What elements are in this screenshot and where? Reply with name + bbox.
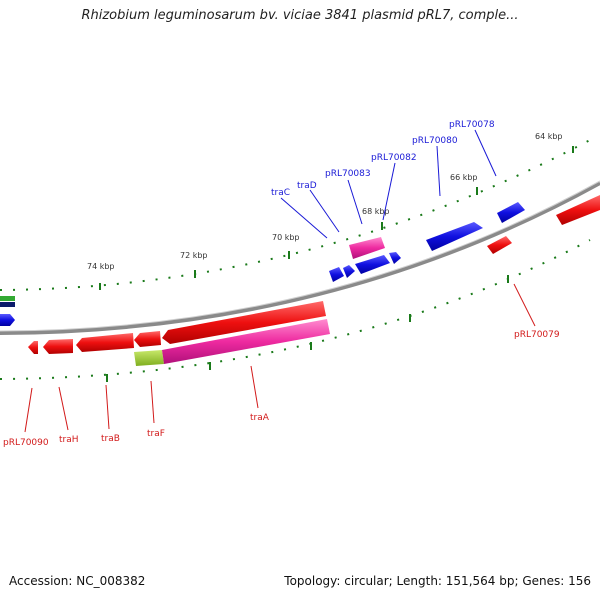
leader-traB xyxy=(105,384,110,430)
gene-label-pRL70080[interactable]: pRL70080 xyxy=(412,136,458,146)
leader-traD xyxy=(309,189,340,233)
leader-traC xyxy=(280,197,328,239)
gene-pink-small[interactable] xyxy=(349,237,385,259)
inner-scale-ring xyxy=(0,239,591,382)
gene-traA[interactable] xyxy=(162,319,330,364)
top-leader-lines xyxy=(280,129,497,239)
bottom-leader-lines xyxy=(24,283,536,433)
tick-label: 68 kbp xyxy=(362,207,390,216)
tick-label: 66 kbp xyxy=(450,173,478,182)
leader-traH xyxy=(58,386,69,431)
gene-label-traA[interactable]: traA xyxy=(250,413,270,423)
tick-label: 72 kbp xyxy=(180,251,208,260)
gene-pRL70083-blue[interactable] xyxy=(355,255,390,274)
leader-pRL70078 xyxy=(474,129,497,177)
leader-traA xyxy=(250,365,259,409)
leader-pRL70082 xyxy=(382,162,396,221)
inner-dotted-arc xyxy=(0,239,591,380)
left-edge-dark-feature xyxy=(0,302,15,307)
gene-label-traB[interactable]: traB xyxy=(101,434,120,444)
gene-label-pRL70090[interactable]: pRL70090 xyxy=(3,438,49,448)
gene-right-edge-red[interactable] xyxy=(556,195,600,225)
topology-summary: Topology: circular; Length: 151,564 bp; … xyxy=(284,574,591,588)
gene-traD[interactable] xyxy=(343,265,355,278)
map-title: Rhizobium leguminosarum bv. viciae 3841 … xyxy=(81,8,519,23)
plasmid-backbone xyxy=(0,181,600,335)
plasmid-backbone-highlight xyxy=(0,180,600,332)
gene-label-traC[interactable]: traC xyxy=(271,188,290,198)
forward-gene-group xyxy=(329,202,525,282)
gene-traC[interactable] xyxy=(329,267,344,282)
leader-pRL70080 xyxy=(436,145,441,197)
gene-label-pRL70083[interactable]: pRL70083 xyxy=(325,169,371,179)
gene-label-traF[interactable]: traF xyxy=(147,429,165,439)
accession-info: Accession: NC_008382 xyxy=(9,574,146,588)
tick-label: 70 kbp xyxy=(272,233,300,242)
leader-pRL70090 xyxy=(24,387,33,433)
gene-pRL70078[interactable] xyxy=(497,202,525,223)
gene-pRL70079[interactable] xyxy=(487,236,512,254)
gene-label-traH[interactable]: traH xyxy=(59,435,79,445)
tick-label: 74 kbp xyxy=(87,262,115,271)
left-edge-green-feature xyxy=(0,296,15,301)
left-edge-blue-gene xyxy=(0,314,15,326)
gene-label-pRL70078[interactable]: pRL70078 xyxy=(449,120,495,130)
gene-pRL70090[interactable] xyxy=(28,341,38,354)
gene-traA-partial[interactable] xyxy=(134,350,164,366)
leader-traF xyxy=(150,380,155,424)
gene-label-pRL70082[interactable]: pRL70082 xyxy=(371,153,417,163)
gene-pRL70082[interactable] xyxy=(389,252,401,264)
reverse-gene-group xyxy=(28,301,326,354)
outer-scale-ring xyxy=(0,139,591,291)
gene-traF[interactable] xyxy=(134,331,161,347)
gene-traH[interactable] xyxy=(43,339,73,354)
leader-pRL70083 xyxy=(347,179,363,225)
gene-traB[interactable] xyxy=(76,333,134,352)
tick-label: 64 kbp xyxy=(535,132,563,141)
gene-long-red[interactable] xyxy=(162,301,326,344)
gene-label-pRL70079[interactable]: pRL70079 xyxy=(514,330,560,340)
gene-label-traD[interactable]: traD xyxy=(297,181,317,191)
gene-pRL70080[interactable] xyxy=(426,222,483,251)
leader-pRL70079 xyxy=(513,283,536,327)
